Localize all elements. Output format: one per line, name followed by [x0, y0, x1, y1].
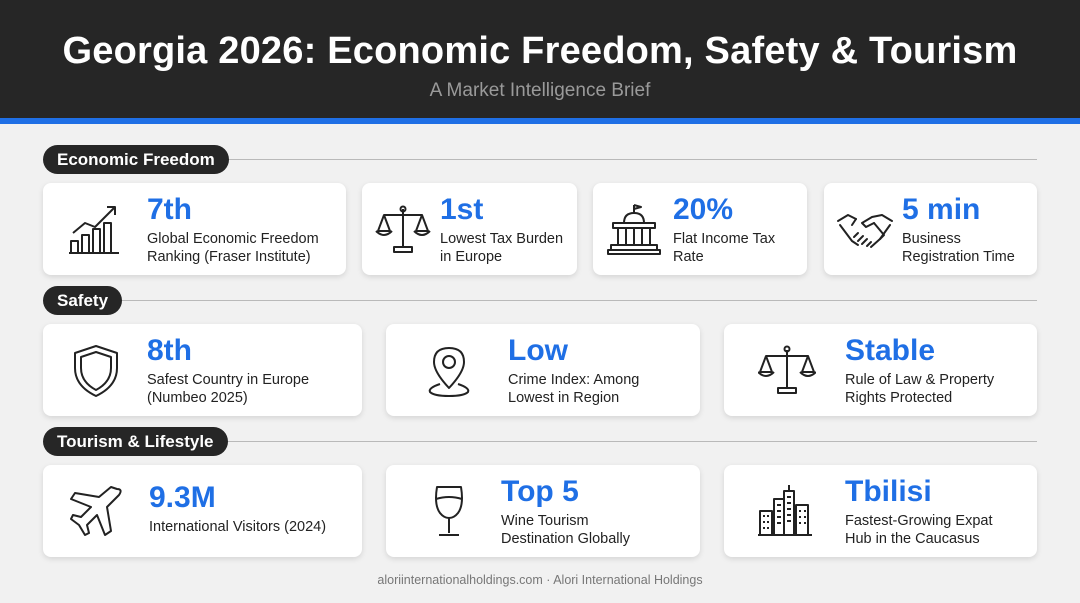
city-skyline-icon	[758, 485, 816, 539]
stat-card-safest-country: 8th Safest Country in Europe (Numbeo 202…	[43, 324, 362, 416]
stat-label-line1: International Visitors (2024)	[149, 519, 327, 535]
stat-card-economic-freedom-ranking: 7th Global Economic Freedom Ranking (Fra…	[43, 183, 346, 275]
stat-value: 5 min	[902, 193, 981, 226]
page-title: Georgia 2026: Economic Freedom, Safety &…	[62, 30, 1018, 72]
page-subtitle: A Market Intelligence Brief	[429, 80, 651, 101]
stat-card-tbilisi-expat-hub: Tbilisi Fastest-Growing Expat Hub in the…	[724, 465, 1037, 557]
stat-label-line1: Rule of Law & Property	[845, 372, 995, 388]
section-divider	[223, 159, 1037, 160]
stat-label-line2: in Europe	[440, 249, 503, 265]
stat-label-line1: Fastest-Growing Expat	[845, 513, 993, 529]
stat-card-flat-income-tax: 20% Flat Income Tax Rate	[593, 183, 807, 275]
section-safety-header: Safety	[43, 286, 1037, 315]
stat-card-business-registration: 5 min Business Registration Time	[824, 183, 1037, 275]
shield-icon	[67, 344, 125, 398]
scales-icon	[374, 203, 432, 257]
stat-value: Top 5	[501, 475, 579, 508]
airplane-icon	[67, 485, 125, 539]
stat-card-crime-index: Low Crime Index: Among Lowest in Region	[386, 324, 700, 416]
stat-value: 1st	[440, 193, 484, 226]
scales-of-justice-icon	[757, 344, 817, 398]
stat-label-line2: (Numbeo 2025)	[147, 390, 248, 406]
stat-label-line2: Registration Time	[902, 249, 1015, 265]
section-title: Economic Freedom	[43, 145, 229, 174]
section-title: Tourism & Lifestyle	[43, 427, 228, 456]
stat-label-line2: Rights Protected	[845, 390, 953, 406]
map-pin-icon	[420, 344, 478, 398]
header-banner: Georgia 2026: Economic Freedom, Safety &…	[0, 0, 1080, 124]
section-tourism-header: Tourism & Lifestyle	[43, 427, 1037, 456]
stat-label-line2: Destination Globally	[501, 531, 630, 547]
stat-label-line1: Global Economic Freedom	[147, 231, 319, 247]
stat-card-wine-tourism: Top 5 Wine Tourism Destination Globally	[386, 465, 700, 557]
stat-value: 20%	[673, 193, 734, 226]
stat-value: Low	[508, 334, 568, 367]
stat-card-international-visitors: 9.3M International Visitors (2024)	[43, 465, 362, 557]
stat-value: 7th	[147, 193, 192, 226]
stat-label-line2: Rate	[673, 249, 704, 265]
section-title: Safety	[43, 286, 123, 315]
footer-credit: aloriinternationalholdings.com · Alori I…	[377, 573, 703, 587]
stat-card-tax-burden: 1st Lowest Tax Burden in Europe	[362, 183, 577, 275]
section-divider	[225, 441, 1037, 442]
stat-label-line2: Ranking (Fraser Institute)	[147, 249, 311, 265]
stat-label-line1: Flat Income Tax	[673, 231, 776, 247]
stat-value: 9.3M	[149, 481, 216, 514]
stat-value: Tbilisi	[845, 475, 932, 508]
stat-label-line1: Lowest Tax Burden	[440, 231, 564, 247]
stat-label-line1: Business	[902, 231, 961, 247]
stat-label-line2: Hub in the Caucasus	[845, 531, 980, 547]
section-economic-freedom-header: Economic Freedom	[43, 145, 1037, 174]
stat-value: Stable	[845, 334, 936, 367]
handshake-icon	[836, 203, 894, 257]
stat-label-line2: Lowest in Region	[508, 390, 620, 406]
stat-label-line1: Crime Index: Among	[508, 372, 640, 388]
wine-glass-icon	[420, 485, 478, 539]
stat-label-line1: Safest Country in Europe	[147, 372, 310, 388]
bar-chart-growth-icon	[67, 203, 125, 257]
stat-card-rule-of-law: Stable Rule of Law & Property Rights Pro…	[724, 324, 1037, 416]
government-building-icon	[605, 203, 663, 257]
stat-label-line1: Wine Tourism	[501, 513, 589, 529]
section-divider	[121, 300, 1037, 301]
stat-value: 8th	[147, 334, 192, 367]
